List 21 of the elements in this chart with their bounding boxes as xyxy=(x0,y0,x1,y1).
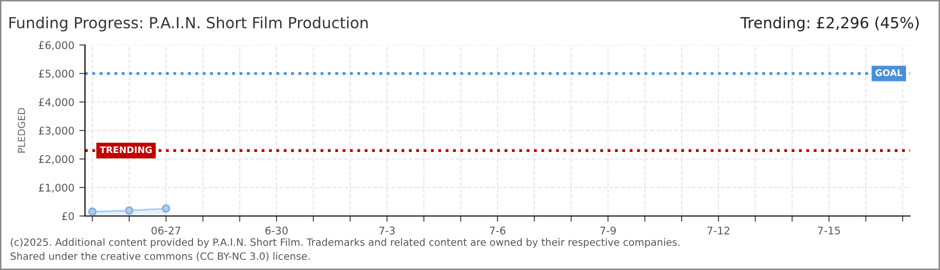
y-tick-label: £4,000 xyxy=(38,98,74,108)
ref-line-label: GOAL xyxy=(875,69,902,76)
chart-subtitle: Trending: £2,296 (45%) xyxy=(740,16,919,32)
y-tick-label: £6,000 xyxy=(38,41,74,50)
y-tick-label: £1,000 xyxy=(38,184,74,193)
y-tick-label: £5,000 xyxy=(38,70,74,79)
ref-line-label: TRENDING xyxy=(100,146,152,154)
y-tick-label: £2,000 xyxy=(38,155,74,164)
chart-title: Funding Progress: P.A.I.N. Short Film Production xyxy=(10,16,368,32)
x-tick-label: 6-30 xyxy=(265,226,288,234)
x-tick-label: 06-27 xyxy=(152,226,180,234)
x-tick-label: 7-12 xyxy=(708,226,730,234)
x-tick-label: 7-15 xyxy=(818,226,840,234)
text: (c)2025. Additional content provided by P.A.I.N. Short Film. Trademarks and related content are owned by their respective companies. xyxy=(10,238,680,248)
x-tick-label: 7-6 xyxy=(490,226,506,234)
x-tick-label: 7-9 xyxy=(600,226,616,234)
y-tick-label: £3,000 xyxy=(38,126,74,136)
x-tick-label: 7-3 xyxy=(379,226,395,234)
y-axis-title: PLEDGED xyxy=(18,108,26,153)
text: Shared under the creative commons (CC BY-NC 3.0) license. xyxy=(10,252,310,262)
y-tick-label: £0 xyxy=(62,212,74,220)
